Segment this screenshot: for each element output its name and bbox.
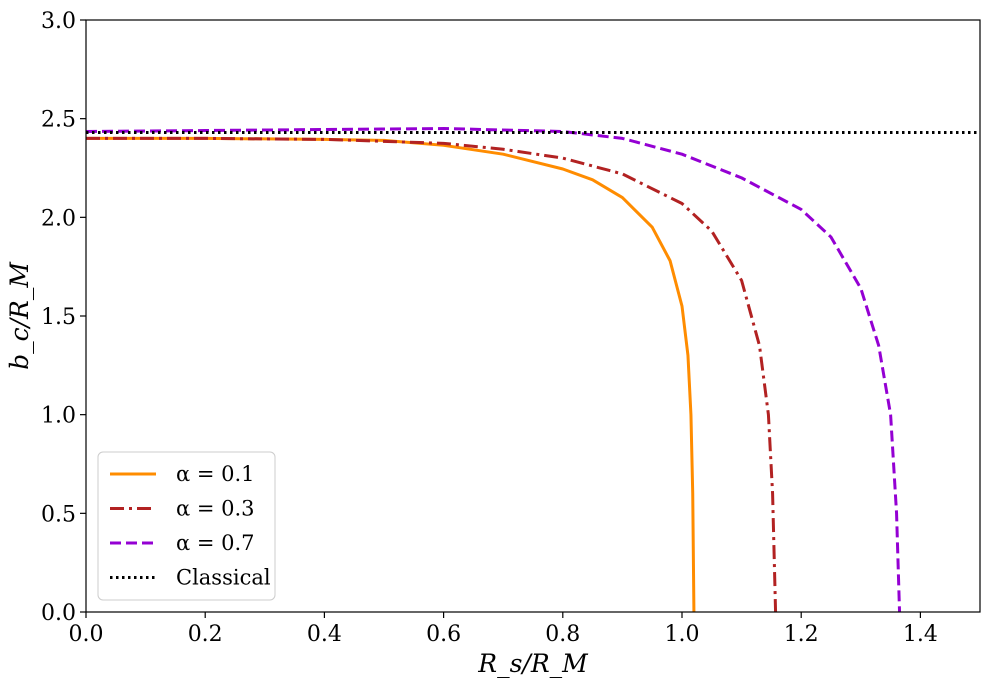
legend-box — [97, 451, 276, 601]
plot-frame — [85, 19, 981, 613]
legend-label-2: α = 0.7 — [176, 531, 255, 555]
y-tick-label: 2.5 — [41, 108, 76, 133]
y-tick-label: 2.0 — [41, 206, 76, 231]
y-tick-label: 1.0 — [41, 404, 76, 429]
x-tick-label: 0.8 — [545, 622, 580, 647]
y-tick-label: 0.5 — [41, 502, 76, 527]
x-tick-label: 0.2 — [188, 622, 223, 647]
legend-label-0: α = 0.1 — [176, 462, 255, 486]
x-axis-label: R_s/R_M — [477, 649, 589, 678]
y-tick-label: 3.0 — [41, 9, 76, 34]
series-line-1 — [86, 136, 778, 613]
y-tick-label: 1.5 — [41, 305, 76, 330]
x-tick-label: 1.0 — [665, 622, 700, 647]
y-axis-ticks: 0.0 0.5 1.0 1.5 2.0 2.5 3.0 — [41, 9, 86, 626]
y-tick-label: 0.0 — [41, 601, 76, 626]
legend: α = 0.1 α = 0.3 α = 0.7 Classical — [97, 451, 276, 601]
x-tick-label: 0.6 — [426, 622, 461, 647]
x-tick-label: 0.0 — [69, 622, 104, 647]
x-tick-label: 1.4 — [903, 622, 938, 647]
series-layer — [85, 127, 980, 613]
legend-label-3: Classical — [176, 566, 271, 590]
series-line-0 — [86, 136, 696, 613]
x-tick-label: 1.2 — [784, 622, 819, 647]
x-axis-ticks: 0.0 0.2 0.4 0.6 0.8 1.0 1.2 1.4 — [69, 612, 938, 647]
series-line-2 — [85, 127, 902, 613]
x-tick-label: 0.4 — [307, 622, 342, 647]
y-axis-label: b_c/R_M — [5, 261, 34, 370]
legend-label-1: α = 0.3 — [176, 497, 255, 521]
